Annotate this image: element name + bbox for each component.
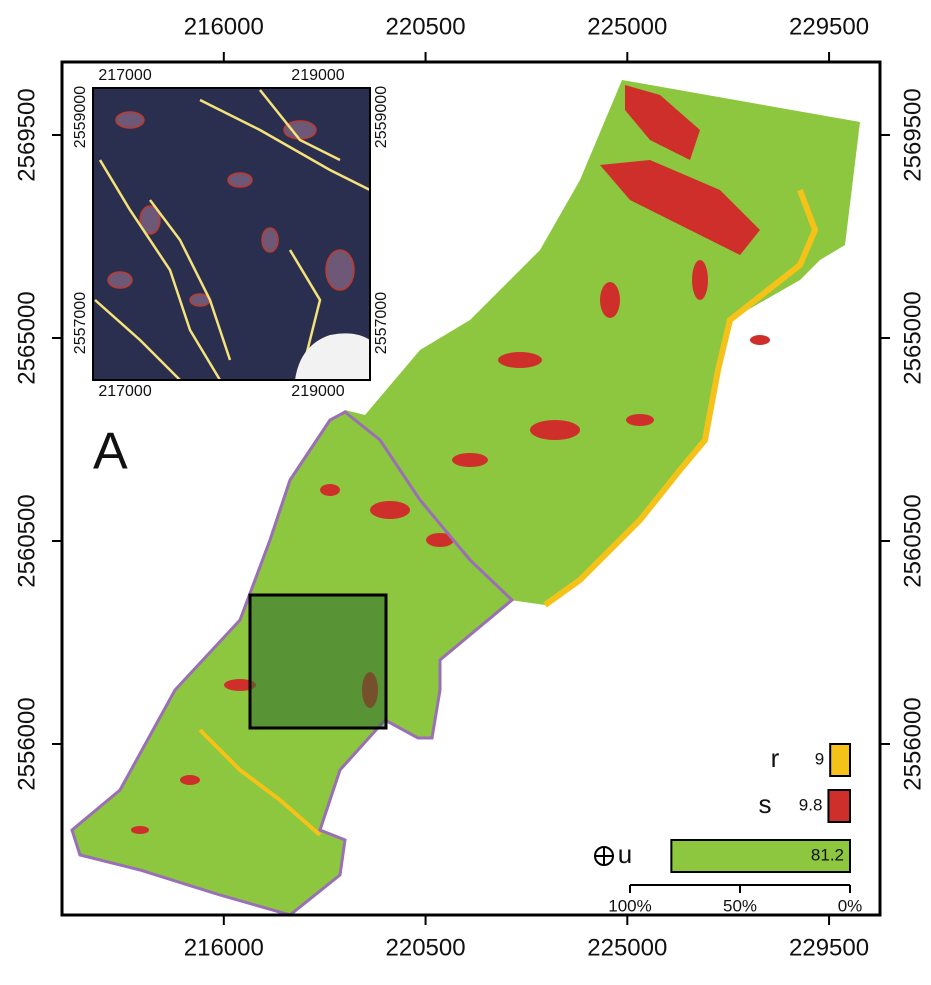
legend-label: r [771, 743, 780, 773]
y-tick-label: 2557000 [373, 292, 390, 354]
legend-value: 9 [815, 749, 824, 768]
zoom-box [248, 593, 388, 730]
inset-background [93, 88, 370, 380]
y-tick-label: 2559000 [373, 86, 390, 148]
y-tick-label: 2556000 [899, 697, 926, 790]
scale-label: 0% [838, 896, 863, 915]
scale-label: 50% [723, 896, 757, 915]
y-tick-label: 2559000 [72, 86, 89, 148]
x-tick-label: 225000 [587, 13, 667, 40]
inset-frame [92, 87, 371, 381]
x-tick-label: 219000 [291, 383, 344, 400]
y-tick-label: 2569500 [899, 88, 926, 181]
y-tick-label: 2556000 [13, 697, 40, 790]
river-class [543, 188, 819, 608]
panel-label: A [93, 423, 128, 481]
x-tick-label: 220500 [386, 934, 466, 961]
legend-bar [827, 789, 852, 823]
x-tick-label: 216000 [184, 934, 264, 961]
x-tick-label: 220500 [386, 13, 466, 40]
scale-label: 100% [608, 896, 651, 915]
x-tick-label: 229500 [789, 934, 869, 961]
x-tick-label: 217000 [98, 67, 151, 84]
map-frame [60, 60, 882, 917]
inset-cloud [295, 333, 370, 380]
legend-label: s [759, 789, 772, 819]
catchment-outline [70, 410, 515, 917]
legend-value: 81.2 [811, 845, 844, 864]
legend-label: u [618, 839, 632, 869]
legend-icon [595, 847, 613, 865]
inset-image [92, 87, 371, 381]
inset-patches [107, 111, 355, 307]
y-tick-label: 2560500 [899, 494, 926, 587]
legend-value: 9.8 [799, 795, 823, 814]
y-tick-label: 2565000 [13, 291, 40, 384]
x-tick-label: 229500 [789, 13, 869, 40]
river-class [198, 728, 322, 837]
legend-bar [670, 839, 851, 873]
y-tick-label: 2565000 [899, 291, 926, 384]
x-tick-label: 219000 [291, 67, 344, 84]
legend-bar [829, 743, 852, 777]
study-area [70, 80, 860, 917]
y-tick-label: 2560500 [13, 494, 40, 587]
y-tick-label: 2569500 [13, 88, 40, 181]
y-tick-label: 2557000 [72, 292, 89, 354]
x-tick-label: 216000 [184, 13, 264, 40]
x-tick-label: 217000 [98, 383, 151, 400]
x-tick-label: 225000 [587, 934, 667, 961]
